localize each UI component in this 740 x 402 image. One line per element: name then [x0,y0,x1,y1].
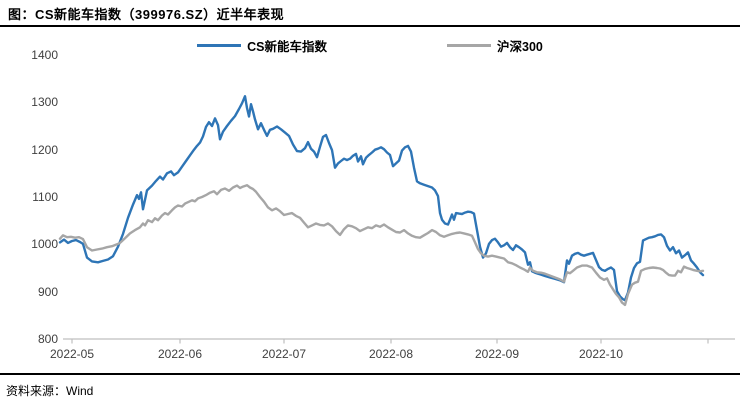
x-tick-label: 2022-06 [157,347,203,361]
legend-label-cs-nev: CS新能车指数 [247,40,327,54]
legend-item-hs300: 沪深300 [447,36,543,55]
y-tick-label: 1100 [32,190,58,204]
y-tick-label: 1200 [31,142,58,157]
chart-legend: CS新能车指数 沪深300 [0,36,740,55]
figure-title-bar: 图：CS新能车指数（399976.SZ）近半年表现 [0,0,740,27]
y-tick-label: 1300 [31,95,58,110]
series-line-hs300 [58,183,705,307]
x-tick-label: 2022-05 [49,347,95,361]
legend-line-swatch-gray [447,43,491,48]
x-tick-label: 2022-07 [261,347,307,361]
x-tick-label: 2022-09 [474,347,520,361]
x-tick-label: 2022-08 [368,347,414,361]
legend-item-cs-nev: CS新能车指数 [197,36,327,55]
y-tick-label: 900 [37,284,58,299]
legend-label-hs300: 沪深300 [497,40,543,54]
x-tick-label: 2022-10 [578,347,624,361]
y-tick-label: 800 [37,332,58,346]
source-bar: 资料来源：Wind [0,373,740,402]
y-tick-label: 1400 [31,48,58,62]
source-label: 资料来源： [6,384,67,398]
data-source: 资料来源：Wind [6,382,93,399]
y-tick-label: 1000 [31,237,58,252]
source-value: Wind [66,384,94,398]
series-line-cs-nev [58,94,705,302]
figure-title: 图：CS新能车指数（399976.SZ）近半年表现 [8,7,285,22]
legend-line-swatch-blue [197,43,242,48]
